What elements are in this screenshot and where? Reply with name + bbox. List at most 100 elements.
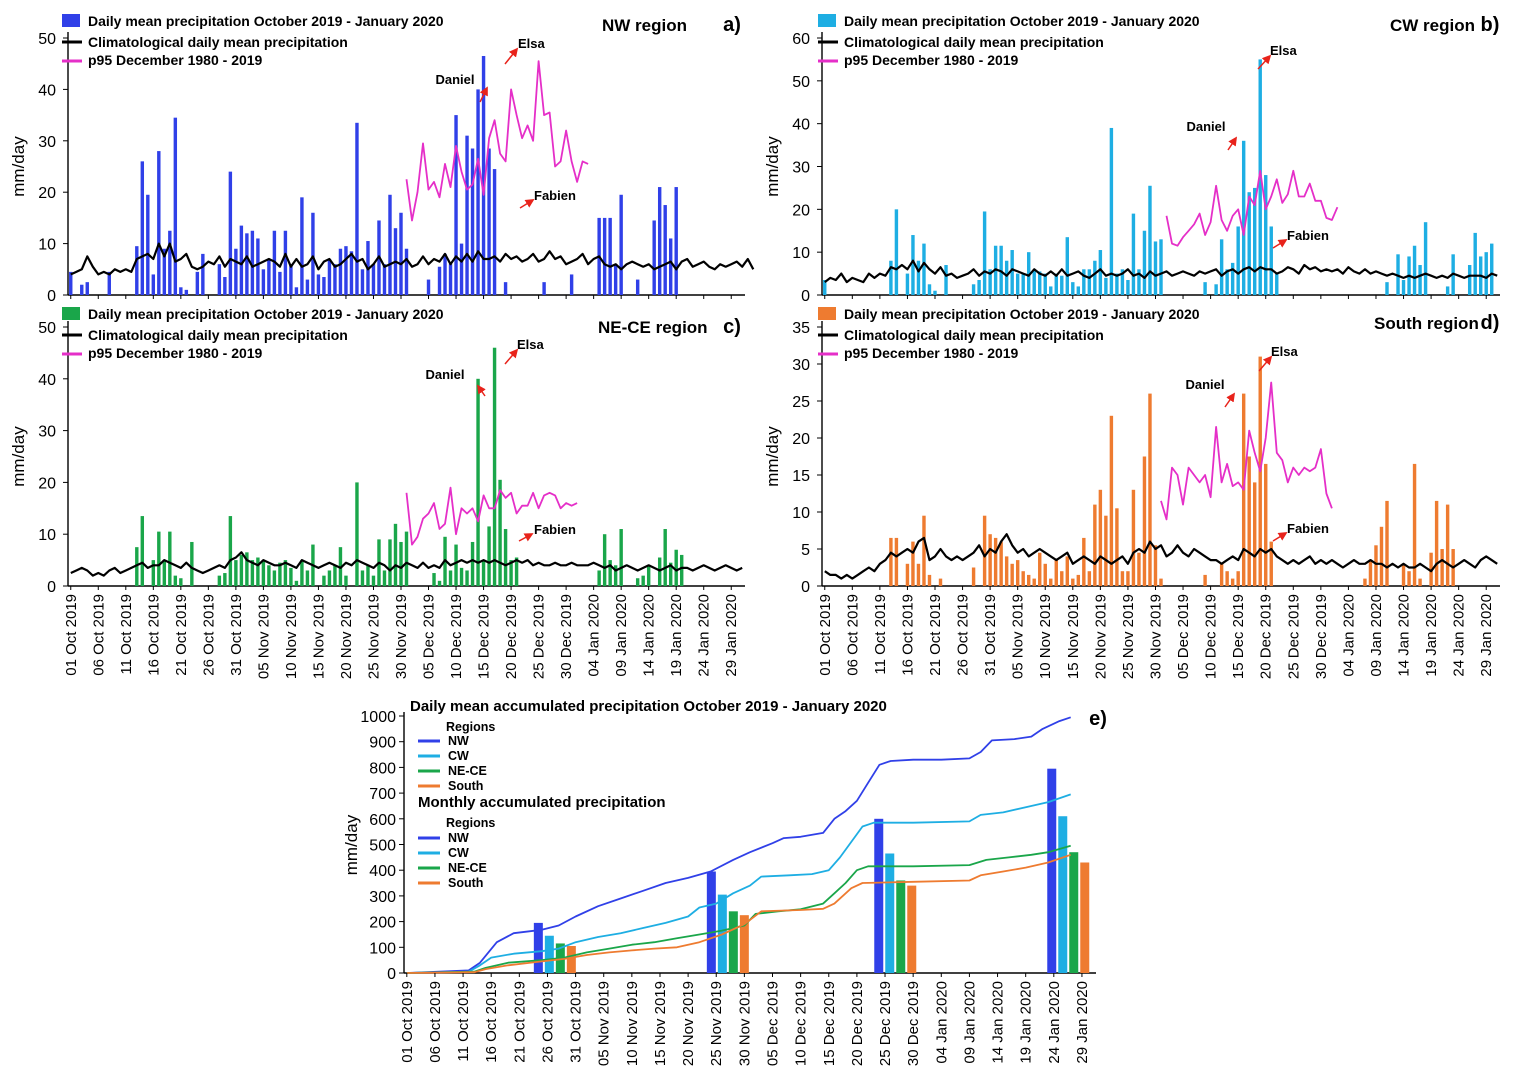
- climatology-line: [824, 533, 1498, 580]
- panel-e-x-tick-label: 14 Jan 2020: [990, 981, 1007, 1064]
- precip-bar: [388, 539, 392, 586]
- precip-bar: [1104, 515, 1108, 586]
- precip-bar: [1230, 578, 1235, 586]
- monthly-bar-ne-ce: [896, 880, 906, 973]
- panel-e-x-tick-label: 01 Oct 2019: [399, 981, 416, 1063]
- panel-e-x-tick-label: 31 Oct 2019: [568, 981, 585, 1063]
- panel-c-x-tick-label: 24 Jan 2020: [696, 594, 713, 677]
- panel-title: NE-CE region: [598, 318, 708, 337]
- panel-c-x-tick-label: 20 Nov 2019: [338, 594, 355, 679]
- panel-e-x-tick-label: 09 Jan 2020: [961, 981, 978, 1064]
- monthly-bar-south: [739, 915, 749, 973]
- precip-bar: [173, 117, 178, 295]
- storm-label-daniel: Daniel: [1186, 119, 1225, 134]
- panel-e-accumulated: 0 100 200 300 400 500 600 700 800 900 1000 mm/day 01…: [342, 698, 1107, 1066]
- precip-bar: [162, 248, 167, 295]
- precip-bar: [498, 479, 502, 586]
- y-tick-label: 10: [38, 527, 56, 544]
- precip-bar: [894, 209, 899, 295]
- precip-bar: [1142, 456, 1147, 586]
- precip-bar: [228, 516, 233, 586]
- storm-arrow-elsa: [1258, 355, 1273, 372]
- precip-bar: [234, 248, 238, 295]
- precip-bar: [300, 197, 304, 295]
- precip-bar: [1120, 269, 1125, 295]
- storm-label-elsa: Elsa: [1270, 43, 1298, 58]
- panel-c-x-tick-label: 21 Oct 2019: [173, 594, 190, 676]
- precip-bar: [1015, 273, 1020, 295]
- y-tick-label: 20: [38, 185, 56, 202]
- precip-bar: [476, 89, 480, 296]
- panel-d-x-tick-label: 05 Dec 2019: [1175, 594, 1192, 679]
- panel-d-x-tick-label: 24 Jan 2020: [1451, 594, 1468, 677]
- precip-bar: [1412, 463, 1417, 586]
- precip-bar: [487, 148, 491, 295]
- precip-bar: [355, 482, 359, 586]
- precip-bar: [333, 264, 337, 295]
- y-tick-label: 20: [792, 431, 810, 448]
- precip-bar: [344, 575, 348, 586]
- panel-e-x-tick-label: 29 Jan 2020: [1074, 981, 1091, 1064]
- panel-d-x-tick-label: 30 Nov 2019: [1147, 594, 1164, 679]
- legend-line-label-south: South: [448, 779, 483, 793]
- precip-bar: [1065, 556, 1070, 586]
- precip-bar: [1076, 286, 1081, 295]
- precip-bar: [944, 265, 948, 295]
- precip-bar: [1010, 250, 1014, 295]
- precip-bar: [1247, 192, 1251, 295]
- storm-label-fabien: Fabien: [1287, 521, 1329, 536]
- monthly-bar-south: [566, 946, 576, 973]
- panel-c-x-tick-label: 25 Dec 2019: [531, 594, 548, 679]
- precip-bar: [459, 243, 464, 295]
- precip-bar: [1153, 545, 1158, 586]
- y-axis-label: mm/day: [9, 426, 28, 487]
- panel-d-x-tick-label: 09 Jan 2020: [1368, 594, 1385, 677]
- precip-bar: [668, 238, 673, 295]
- precip-bar: [239, 554, 244, 586]
- legend-clim-label: Climatological daily mean precipitation: [88, 327, 348, 343]
- storm-label-fabien: Fabien: [1287, 228, 1329, 243]
- precip-bar: [195, 271, 200, 295]
- legend-clim-label: Climatological daily mean precipitation: [844, 327, 1104, 343]
- precip-bar: [448, 264, 453, 295]
- precip-bar: [619, 194, 623, 295]
- precip-bar: [1049, 286, 1053, 295]
- precip-bar: [1082, 269, 1086, 295]
- panel-e-x-tick-label: 24 Jan 2020: [1046, 981, 1063, 1064]
- precip-bar: [437, 266, 442, 295]
- precip-bar: [922, 515, 926, 586]
- precip-bar: [1087, 571, 1092, 586]
- y-tick-label: 200: [369, 915, 396, 932]
- precip-bar: [399, 212, 403, 295]
- precip-bar: [1374, 545, 1378, 586]
- legend-line-label-ne-ce: NE-CE: [448, 764, 487, 778]
- panel-d-x-tick-label: 29 Jan 2020: [1478, 594, 1495, 677]
- legend-bar-label-nw: NW: [448, 831, 469, 845]
- precip-bar: [1148, 393, 1152, 586]
- precip-bar: [1060, 275, 1064, 295]
- legend-line-label-cw: CW: [448, 749, 469, 763]
- precip-bar: [371, 264, 376, 295]
- precip-bar: [360, 269, 365, 295]
- storm-label-daniel: Daniel: [1185, 377, 1224, 392]
- precip-bar: [278, 562, 282, 586]
- y-tick-label: 10: [38, 237, 56, 254]
- precip-bar: [1412, 245, 1417, 295]
- monthly-bar-ne-ce: [1069, 852, 1079, 973]
- precip-bar: [1131, 489, 1136, 586]
- precip-bar: [1368, 560, 1373, 586]
- precip-bar: [1225, 571, 1229, 586]
- y-tick-label: 800: [369, 760, 396, 777]
- precip-bar: [663, 205, 667, 295]
- precip-bar: [916, 260, 921, 295]
- precip-bar: [889, 260, 893, 295]
- precip-bar: [1429, 552, 1433, 586]
- panel-e-x-tick-label: 19 Jan 2020: [1018, 981, 1035, 1064]
- precip-bar: [228, 171, 233, 295]
- precip-bar: [1236, 571, 1240, 586]
- precip-bar: [1219, 239, 1224, 295]
- panel-e-x-tick-label: 15 Nov 2019: [652, 981, 669, 1066]
- precip-bar: [448, 570, 453, 586]
- precip-bar: [1423, 222, 1428, 295]
- legend-daily-label: Daily mean precipitation October 2019 - …: [844, 306, 1200, 322]
